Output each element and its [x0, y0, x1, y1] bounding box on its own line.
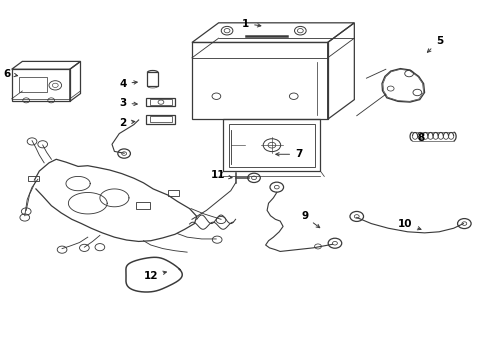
Bar — [167, 190, 179, 196]
Bar — [147, 72, 158, 86]
Bar — [146, 98, 175, 107]
Text: 1: 1 — [242, 18, 260, 28]
Bar — [150, 116, 171, 122]
Text: 3: 3 — [119, 98, 137, 108]
Text: 9: 9 — [301, 211, 319, 228]
Text: 5: 5 — [427, 36, 442, 52]
Text: 6: 6 — [3, 68, 18, 78]
Text: 8: 8 — [416, 133, 424, 143]
Bar — [150, 99, 171, 105]
Circle shape — [294, 26, 305, 35]
Text: 11: 11 — [210, 170, 232, 180]
Text: 10: 10 — [397, 219, 420, 230]
Bar — [146, 115, 175, 123]
Bar — [136, 202, 149, 208]
Circle shape — [221, 26, 232, 35]
Text: 12: 12 — [143, 271, 166, 281]
Bar — [28, 176, 39, 181]
Text: 4: 4 — [119, 78, 137, 89]
Bar — [19, 77, 46, 92]
Text: 7: 7 — [275, 149, 302, 159]
Text: 2: 2 — [119, 118, 135, 128]
Bar — [229, 123, 314, 167]
